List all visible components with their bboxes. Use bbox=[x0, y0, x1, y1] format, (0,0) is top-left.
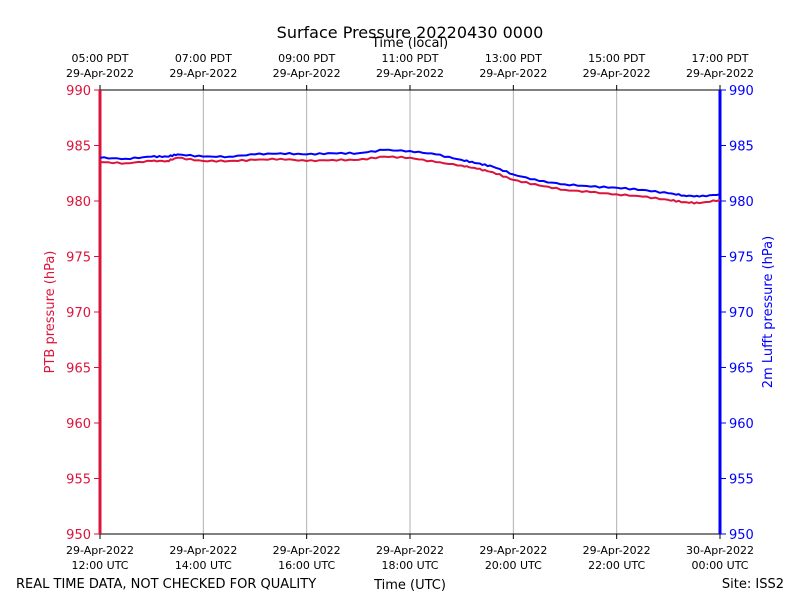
left-y-tick-label: 985 bbox=[66, 140, 91, 155]
left-y-tick-label: 955 bbox=[66, 473, 91, 488]
right-y-tick-label: 975 bbox=[729, 251, 754, 266]
left-y-tick-label: 965 bbox=[66, 362, 91, 377]
right-y-tick-label: 990 bbox=[729, 84, 754, 99]
top-x-tick-time: 05:00 PDT bbox=[71, 52, 128, 65]
bottom-x-tick-date: 30-Apr-2022 bbox=[686, 544, 754, 557]
bottom-x-tick-date: 29-Apr-2022 bbox=[66, 544, 134, 557]
top-x-tick-time: 15:00 PDT bbox=[588, 52, 645, 65]
right-y-tick-label: 985 bbox=[729, 140, 754, 155]
right-y-tick-label: 960 bbox=[729, 417, 754, 432]
ptb-pressure-line bbox=[99, 155, 721, 205]
bottom-x-tick-date: 29-Apr-2022 bbox=[479, 544, 547, 557]
bottom-x-tick-time: 00:00 UTC bbox=[691, 559, 748, 572]
series-lines bbox=[99, 148, 721, 205]
top-x-tick-time: 07:00 PDT bbox=[175, 52, 232, 65]
left-y-tick-label: 980 bbox=[66, 195, 91, 210]
top-x-tick-time: 09:00 PDT bbox=[278, 52, 335, 65]
bottom-x-ticks: 29-Apr-2022 12:00 UTC 29-Apr-2022 14:00 UTC… bbox=[66, 534, 754, 572]
left-y-tick-label: 990 bbox=[66, 84, 91, 99]
bottom-x-tick-time: 14:00 UTC bbox=[175, 559, 232, 572]
top-axis-label: Time (local) bbox=[371, 36, 448, 51]
bottom-x-tick-date: 29-Apr-2022 bbox=[583, 544, 651, 557]
bottom-x-tick-date: 29-Apr-2022 bbox=[273, 544, 341, 557]
left-y-tick-label: 970 bbox=[66, 306, 91, 321]
bottom-x-tick-time: 22:00 UTC bbox=[588, 559, 645, 572]
bottom-x-tick-time: 18:00 UTC bbox=[381, 559, 438, 572]
bottom-x-tick-date: 29-Apr-2022 bbox=[376, 544, 444, 557]
quality-disclaimer: REAL TIME DATA, NOT CHECKED FOR QUALITY bbox=[16, 577, 316, 592]
top-x-tick-time: 13:00 PDT bbox=[485, 52, 542, 65]
vertical-grid bbox=[202, 90, 618, 534]
right-y-tick-label: 970 bbox=[729, 306, 754, 321]
right-y-tick-label: 950 bbox=[729, 528, 754, 543]
left-y-tick-label: 975 bbox=[66, 251, 91, 266]
top-x-tick-time: 17:00 PDT bbox=[691, 52, 748, 65]
top-x-tick-date: 29-Apr-2022 bbox=[583, 67, 651, 80]
right-y-tick-label: 965 bbox=[729, 362, 754, 377]
left-y-ticks: 950 955 960 965 970 975 980 985 990 bbox=[66, 84, 100, 543]
x-axis-label: Time (UTC) bbox=[373, 578, 446, 593]
top-x-tick-date: 29-Apr-2022 bbox=[273, 67, 341, 80]
left-y-axis-label: PTB pressure (hPa) bbox=[43, 251, 58, 374]
right-y-ticks: 950 955 960 965 970 975 980 985 990 bbox=[720, 84, 754, 543]
site-label: Site: ISS2 bbox=[722, 577, 784, 592]
top-x-tick-date: 29-Apr-2022 bbox=[479, 67, 547, 80]
right-y-axis-label: 2m Lufft pressure (hPa) bbox=[761, 236, 776, 388]
lufft-pressure-line bbox=[99, 148, 721, 198]
top-x-tick-date: 29-Apr-2022 bbox=[376, 67, 444, 80]
bottom-x-tick-time: 12:00 UTC bbox=[71, 559, 128, 572]
bottom-x-tick-time: 20:00 UTC bbox=[485, 559, 542, 572]
bottom-x-tick-date: 29-Apr-2022 bbox=[169, 544, 237, 557]
bottom-x-tick-time: 16:00 UTC bbox=[278, 559, 335, 572]
top-x-tick-date: 29-Apr-2022 bbox=[169, 67, 237, 80]
top-x-tick-date: 29-Apr-2022 bbox=[66, 67, 134, 80]
right-y-tick-label: 980 bbox=[729, 195, 754, 210]
right-y-tick-label: 955 bbox=[729, 473, 754, 488]
chart-title: Surface Pressure 20220430 0000 bbox=[277, 23, 544, 42]
top-x-tick-date: 29-Apr-2022 bbox=[686, 67, 754, 80]
top-x-tick-time: 11:00 PDT bbox=[381, 52, 438, 65]
left-y-tick-label: 950 bbox=[66, 528, 91, 543]
left-y-tick-label: 960 bbox=[66, 417, 91, 432]
top-x-ticks: 05:00 PDT 29-Apr-2022 07:00 PDT 29-Apr-2022… bbox=[66, 52, 754, 90]
